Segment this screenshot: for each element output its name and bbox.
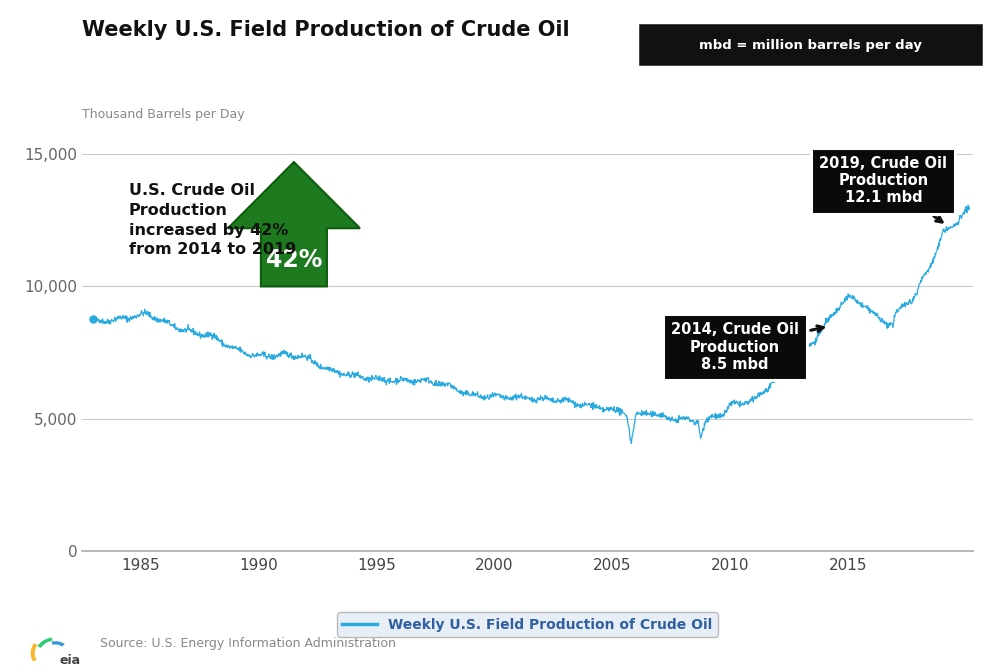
Wedge shape: [52, 641, 65, 646]
Polygon shape: [228, 162, 360, 286]
Text: mbd = million barrels per day: mbd = million barrels per day: [699, 38, 922, 52]
Text: Source: U.S. Energy Information Administration: Source: U.S. Energy Information Administ…: [100, 637, 395, 650]
Text: Thousand Barrels per Day: Thousand Barrels per Day: [82, 108, 244, 120]
Text: eia: eia: [60, 654, 81, 667]
Text: Weekly U.S. Field Production of Crude Oil: Weekly U.S. Field Production of Crude Oi…: [82, 20, 570, 40]
Text: 42%: 42%: [266, 248, 322, 272]
Text: 2014, Crude Oil
Production
8.5 mbd: 2014, Crude Oil Production 8.5 mbd: [671, 323, 823, 372]
Text: U.S. Crude Oil
Production
increased by 42%
from 2014 to 2019: U.S. Crude Oil Production increased by 4…: [128, 183, 296, 257]
Text: 2019, Crude Oil
Production
12.1 mbd: 2019, Crude Oil Production 12.1 mbd: [820, 156, 947, 222]
Wedge shape: [31, 643, 38, 661]
Legend: Weekly U.S. Field Production of Crude Oil: Weekly U.S. Field Production of Crude Oi…: [337, 612, 718, 637]
Wedge shape: [38, 638, 53, 648]
